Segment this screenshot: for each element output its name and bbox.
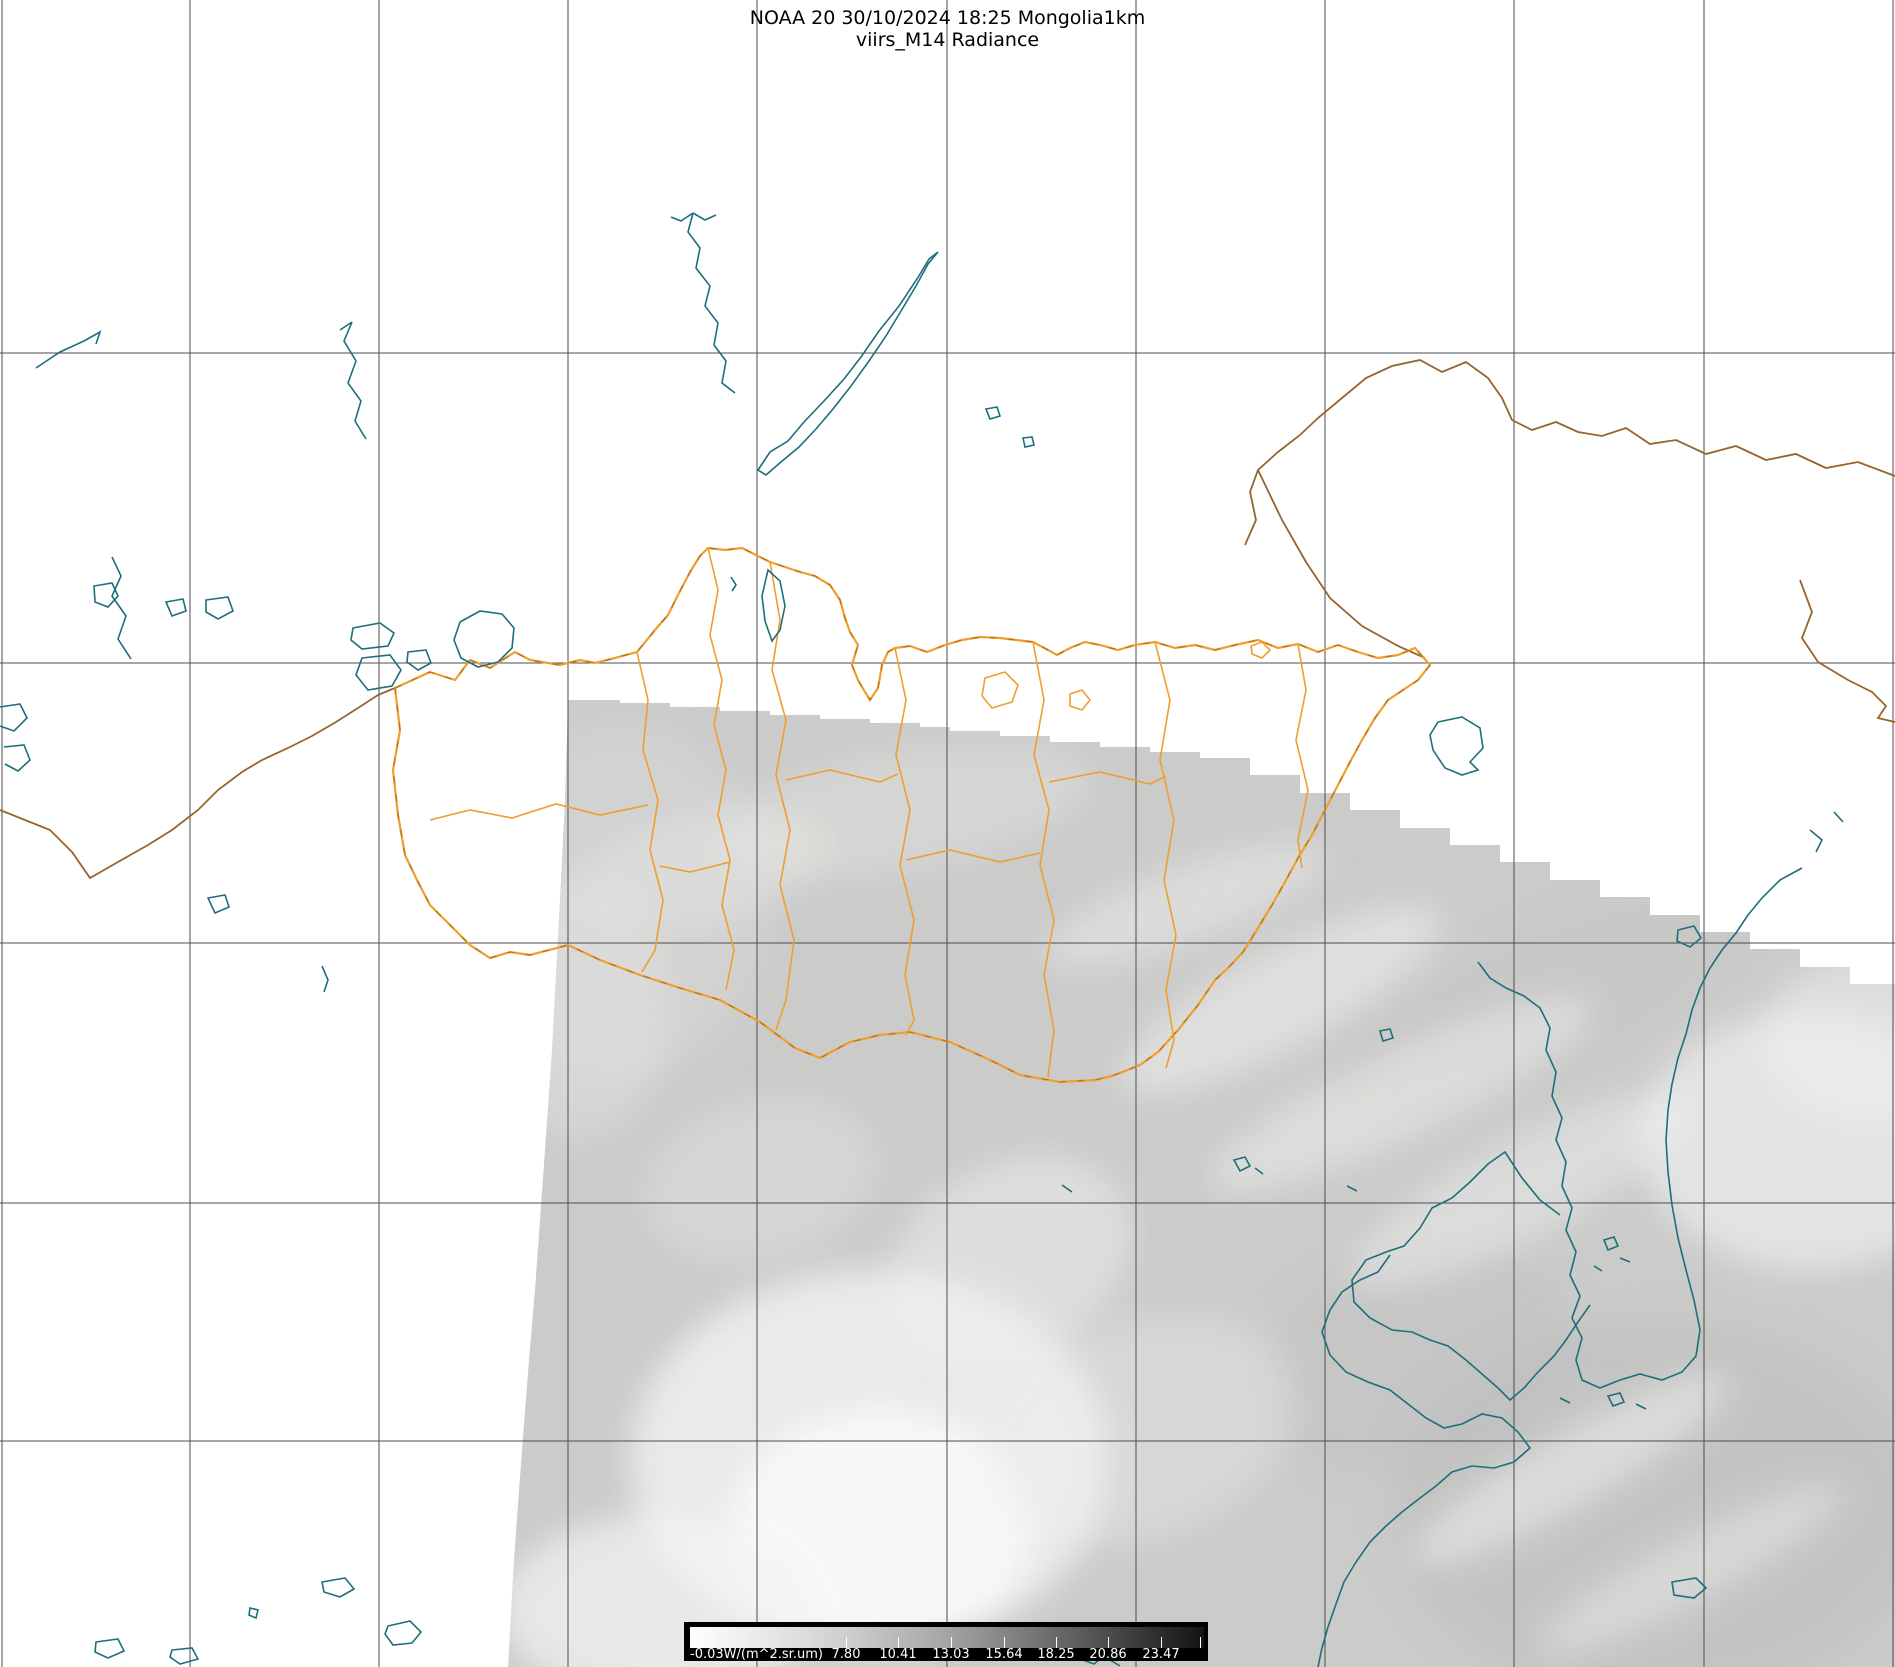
colorbar-unit-label: -0.03W/(m^2.sr.um) <box>690 1647 823 1662</box>
border-amur-right-edge <box>1799 579 1895 723</box>
colorbar: -0.03W/(m^2.sr.um) 7.80 10.41 13.03 15.64 18… <box>684 1622 1208 1662</box>
colorbar-tick-label: 23.47 <box>1142 1647 1180 1662</box>
title-block: NOAA 20 30/10/2024 18:25 Mongolia1km vii… <box>0 7 1895 52</box>
title-line-2: viirs_M14 Radiance <box>855 28 1040 51</box>
colorbar-tick <box>951 1637 952 1648</box>
coast-korea <box>1477 867 1803 1389</box>
lake-small-khovsgol-west <box>730 576 737 592</box>
island-jeju <box>1671 1577 1708 1599</box>
lake-swath-2 <box>1232 1156 1264 1175</box>
lake-bottomleft-3 <box>384 1620 423 1646</box>
korea-islands <box>1559 1236 1647 1410</box>
colorbar-tick <box>1056 1637 1057 1648</box>
lake-bottomleft-2 <box>248 1607 259 1620</box>
cloud-layer <box>508 720 1895 1667</box>
lake-uvs-nuur <box>453 610 515 668</box>
lake-baikal <box>756 251 939 476</box>
lake-sw-1 <box>206 894 230 915</box>
lake-bottomleft-4 <box>94 1638 126 1659</box>
lake-bottomleft-1 <box>321 1577 356 1598</box>
river-left-middle <box>111 556 132 660</box>
border-ne-to-mongolia-corner <box>1257 469 1426 659</box>
colorbar-tick <box>1108 1637 1109 1648</box>
colorbar-gradient <box>690 1627 1204 1648</box>
lake-left-edge-2 <box>3 744 31 772</box>
colorbar-tick <box>846 1637 847 1648</box>
lake-left-2 <box>164 598 187 618</box>
river-lena-fork <box>670 212 717 222</box>
colorbar-tick-label: 20.86 <box>1089 1647 1127 1662</box>
colorbar-tick-label: 7.80 <box>831 1647 861 1662</box>
water-features <box>0 212 1844 1667</box>
lake-swath-4 <box>1061 1184 1073 1193</box>
coast-bohai-shandong <box>1317 1254 1532 1667</box>
mongolia-border <box>391 546 1432 1084</box>
colorbar-tick-label: 15.64 <box>985 1647 1023 1662</box>
lake-left-1 <box>93 582 119 608</box>
lake-west-small <box>406 649 432 671</box>
river-lena <box>687 212 736 394</box>
coast-liaodong-bay <box>1351 1150 1591 1402</box>
lake-buir <box>1676 925 1703 948</box>
colorbar-tick-label: 18.25 <box>1037 1647 1075 1662</box>
colorbar-tick <box>1004 1637 1005 1648</box>
river-sw <box>321 965 329 993</box>
border-northeast-russia-china <box>1244 359 1895 546</box>
satellite-swath <box>508 700 1895 1667</box>
country-borders <box>0 359 1895 880</box>
river-topleft-1 <box>35 330 102 369</box>
lake-hulun <box>1429 716 1484 776</box>
border-west-russia-china <box>0 687 396 880</box>
lake-left-3 <box>205 596 234 620</box>
lake-left-edge-1 <box>0 703 28 732</box>
lake-dot-1 <box>984 406 1002 420</box>
title-line-1: NOAA 20 30/10/2024 18:25 Mongolia1km <box>749 7 1146 29</box>
river-topleft-2 <box>339 321 367 440</box>
lake-dot-2 <box>1022 436 1035 448</box>
colorbar-tick-label: 10.41 <box>879 1647 917 1662</box>
lake-bottomleft-5 <box>169 1647 200 1665</box>
mongolia-border-dashes <box>392 547 1431 1083</box>
primorye-coast-bits <box>1809 811 1844 853</box>
aimag-borders <box>429 547 1309 1078</box>
lake-khar-us <box>350 622 396 650</box>
colorbar-tick <box>1161 1637 1162 1648</box>
lake-swath-3 <box>1346 1185 1358 1192</box>
colorbar-tick <box>898 1637 899 1648</box>
lake-khyargas <box>355 654 402 691</box>
lake-khovsgol <box>761 568 786 643</box>
colorbar-tick <box>1200 1637 1201 1648</box>
lake-swath-1 <box>1378 1028 1395 1042</box>
colorbar-tick-label: 13.03 <box>932 1647 970 1662</box>
